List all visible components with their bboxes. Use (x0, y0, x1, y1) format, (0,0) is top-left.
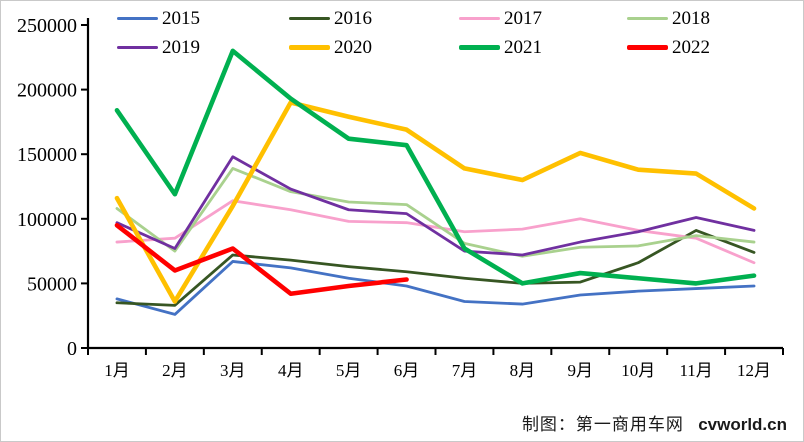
legend-item-2021: 2021 (459, 33, 627, 62)
watermark-site: cvworld.cn (698, 415, 787, 434)
legend-label-2018: 2018 (672, 8, 710, 29)
legend-swatch-2016 (289, 16, 330, 21)
x-axis-label: 9月 (568, 361, 594, 380)
legend-swatch-2015 (117, 16, 158, 21)
series-line-2017 (115, 199, 756, 265)
legend-item-2018: 2018 (627, 4, 777, 33)
legend-label-2015: 2015 (162, 8, 200, 29)
legend-item-2019: 2019 (117, 33, 289, 62)
x-axis-label: 3月 (220, 361, 246, 380)
legend-label-2020: 2020 (334, 37, 372, 58)
legend-item-2016: 2016 (289, 4, 459, 33)
series-line-2018 (115, 167, 756, 258)
y-axis-label: 250000 (17, 15, 77, 37)
series-line-2022 (114, 222, 409, 297)
legend-swatch-2020 (289, 45, 330, 50)
x-axis-label: 4月 (278, 361, 304, 380)
x-axis-label: 6月 (394, 361, 420, 380)
y-axis-label: 100000 (17, 209, 77, 231)
x-axis-label: 7月 (452, 361, 478, 380)
legend-label-2022: 2022 (672, 37, 710, 58)
series-line-2020 (114, 100, 757, 304)
legend-swatch-2021 (459, 45, 500, 50)
legend-label-2019: 2019 (162, 37, 200, 58)
y-axis-label: 150000 (17, 144, 77, 166)
legend-item-2020: 2020 (289, 33, 459, 62)
legend-item-2017: 2017 (459, 4, 627, 33)
x-axis-label: 5月 (336, 361, 362, 380)
legend-swatch-2018 (627, 16, 668, 21)
legend-label-2017: 2017 (504, 8, 542, 29)
y-axis-label: 200000 (17, 80, 77, 102)
series-line-2015 (115, 260, 756, 316)
legend-swatch-2022 (627, 45, 668, 50)
series-line-2021 (114, 48, 757, 286)
x-axis-label: 8月 (510, 361, 536, 380)
legend-item-2015: 2015 (117, 4, 289, 33)
x-axis-label: 2月 (162, 361, 188, 380)
legend-swatch-2019 (117, 45, 158, 50)
y-axis-label: 50000 (27, 273, 77, 295)
x-axis-label: 12月 (737, 361, 771, 380)
x-axis-label: 1月 (104, 361, 130, 380)
y-axis-label: 0 (67, 338, 77, 360)
watermark: 制图：第一商用车网 cvworld.cn (522, 410, 787, 435)
series-line-2019 (115, 155, 756, 257)
legend-item-2022: 2022 (627, 33, 777, 62)
legend-label-2016: 2016 (334, 8, 372, 29)
watermark-credit: 制图：第一商用车网 (521, 415, 684, 434)
x-axis-label: 10月 (621, 361, 655, 380)
x-axis-label: 11月 (679, 361, 712, 380)
chart-legend: 2015 2016 2017 2018 2019 2020 2021 2022 (117, 4, 777, 62)
series-line-2016 (115, 229, 756, 307)
legend-label-2021: 2021 (504, 37, 542, 58)
legend-swatch-2017 (459, 16, 500, 21)
